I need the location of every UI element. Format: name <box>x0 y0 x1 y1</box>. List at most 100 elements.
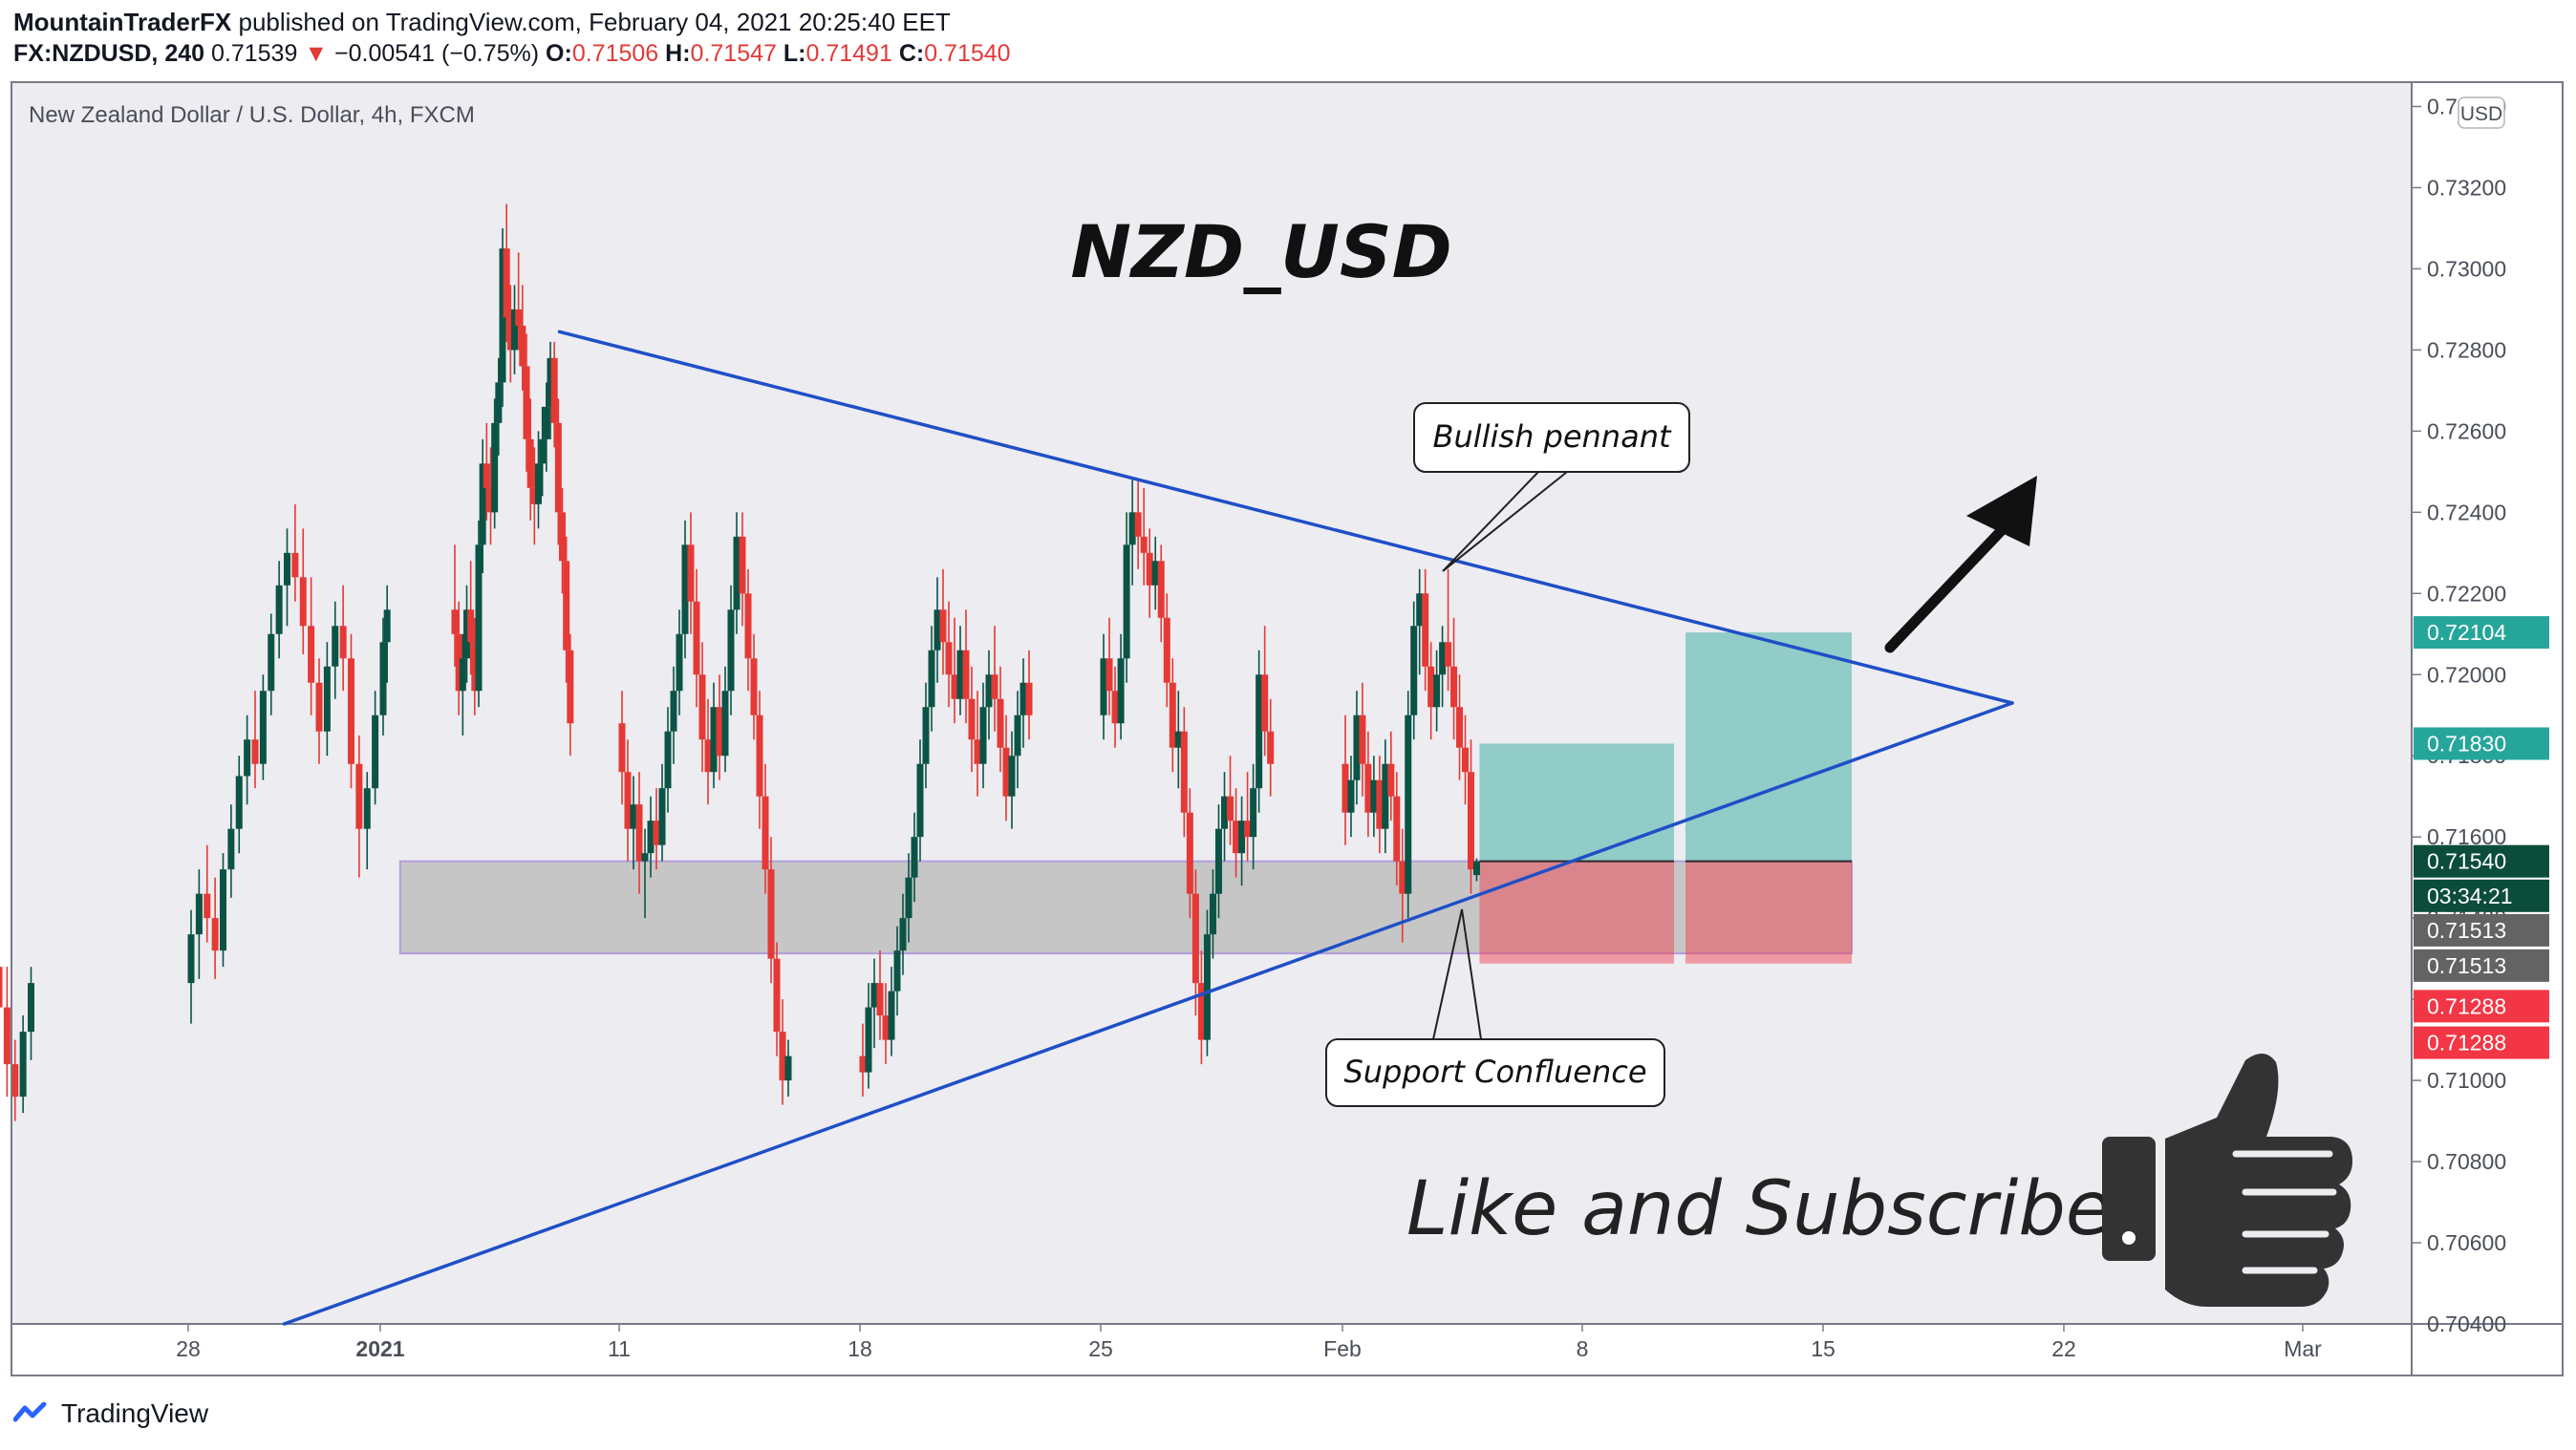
candle-body <box>487 487 494 513</box>
candle-body <box>1462 747 1469 773</box>
candle-body <box>1393 796 1401 862</box>
candle-body <box>870 983 878 1008</box>
candle-body <box>455 633 462 692</box>
x-tick-label: Mar <box>2284 1336 2322 1361</box>
y-tick-label: 0.72200 <box>2427 581 2506 606</box>
candle-body <box>676 633 683 692</box>
candle-body <box>1376 779 1384 829</box>
candle-body <box>624 772 632 829</box>
candle-body <box>539 438 547 464</box>
candle-body <box>1180 731 1188 813</box>
candle-body <box>1157 561 1165 618</box>
footer: TradingView <box>13 1398 208 1429</box>
candle-body <box>1191 893 1199 984</box>
price-tag-label: 03:34:21 <box>2427 884 2513 908</box>
candle-body <box>779 1032 786 1081</box>
candle-body <box>363 788 371 829</box>
candle-body <box>1422 593 1429 667</box>
y-tick-label: 0.72800 <box>2427 337 2506 362</box>
candle-body <box>888 991 895 1040</box>
callout-pointer <box>1432 908 1482 1040</box>
candle-body <box>951 674 958 699</box>
y-tick-label: 0.70600 <box>2427 1230 2506 1255</box>
high-value: 0.71547 <box>690 40 777 67</box>
candle-body <box>187 934 195 984</box>
candle-body <box>635 804 643 862</box>
candle-body <box>1250 788 1257 838</box>
price-tag-label: 0.71513 <box>2427 918 2506 943</box>
candle-body <box>355 763 363 829</box>
tradingview-logo-icon[interactable] <box>13 1402 52 1425</box>
candle-body <box>882 1015 890 1040</box>
price-tag-label: 0.72104 <box>2427 620 2506 645</box>
candle-body <box>475 544 483 692</box>
open-value: 0.71506 <box>571 40 659 67</box>
candle-body <box>962 650 970 699</box>
y-tick-label: 0.72600 <box>2427 418 2506 443</box>
callout-bullish-pennant: Bullish pennant <box>1432 418 1671 455</box>
time-axis[interactable] <box>11 1324 2412 1375</box>
candle-body <box>1128 512 1136 545</box>
candle-body <box>251 739 259 764</box>
candle-body <box>1106 658 1113 692</box>
candle-body <box>1353 714 1361 780</box>
trendline-layer[interactable] <box>282 330 2014 1326</box>
candle-body <box>710 707 718 773</box>
candle-body <box>495 382 503 423</box>
candle-body <box>744 593 752 659</box>
candle-body <box>339 626 347 659</box>
candle-body <box>523 366 530 439</box>
candle-body <box>284 552 290 586</box>
candle-body <box>1256 674 1263 789</box>
candle-body <box>299 577 307 627</box>
annotation-layer: NZD_USD Bullish pennant Support Confluence… <box>1070 209 2352 1307</box>
low-label: L: <box>783 40 806 67</box>
candle-body <box>195 893 203 935</box>
y-tick-label: 0.72400 <box>2427 500 2506 524</box>
x-ticks: 28 2021 11 18 25 Feb 8 15 22 Mar <box>176 1324 2322 1361</box>
currency-badge-box[interactable] <box>2458 96 2505 129</box>
x-tick-label: 28 <box>176 1336 201 1361</box>
candle-body <box>721 691 729 757</box>
candle-body <box>916 763 924 838</box>
candle-body <box>1456 707 1464 748</box>
candle-body <box>268 633 275 692</box>
candle-body <box>383 609 391 643</box>
candle-body <box>479 463 486 545</box>
candle-body <box>1410 626 1418 715</box>
candle-body <box>739 536 746 594</box>
x-tick-label: 11 <box>608 1336 631 1361</box>
candle-body <box>491 422 499 513</box>
candle-body <box>1387 763 1395 797</box>
support-zone-layer <box>398 860 1853 955</box>
candle-body <box>1382 763 1389 829</box>
candle-body <box>348 658 354 764</box>
candle-body <box>934 609 941 650</box>
candle-body <box>911 837 918 878</box>
candle-body <box>519 325 526 367</box>
trendline-upper[interactable] <box>557 330 2014 705</box>
price-tags: 0.72104 0.71830 0.71540 03:34:21 0.71513 0.71… <box>2414 616 2549 1059</box>
candle-body <box>308 626 315 683</box>
candle-body <box>658 788 666 845</box>
candle-body <box>1244 821 1252 838</box>
candle-body <box>459 658 466 692</box>
up-arrow-icon <box>1884 523 2008 653</box>
big-title: NZD_USD <box>1070 209 1451 294</box>
footer-brand[interactable]: TradingView <box>61 1398 209 1428</box>
price-tag-label: 0.71513 <box>2427 953 2506 978</box>
x-tick-label: 18 <box>848 1336 872 1361</box>
open-label: O: <box>546 40 572 67</box>
candle-body <box>332 626 339 667</box>
publisher-name[interactable]: MountainTraderFX <box>13 8 232 36</box>
y-tick-label: 0.73000 <box>2427 256 2506 281</box>
candle-body <box>471 642 479 692</box>
candle-body <box>698 674 706 740</box>
candle-body <box>547 357 554 407</box>
currency-badge[interactable]: USD <box>2458 96 2505 129</box>
candle-body <box>467 609 475 643</box>
candle-body <box>530 487 538 504</box>
ohlc-legend: FX:NZDUSD, 240 0.71539 ▼ −0.00541 (−0.75… <box>13 40 1011 68</box>
trendline-lower[interactable] <box>282 701 2014 1326</box>
